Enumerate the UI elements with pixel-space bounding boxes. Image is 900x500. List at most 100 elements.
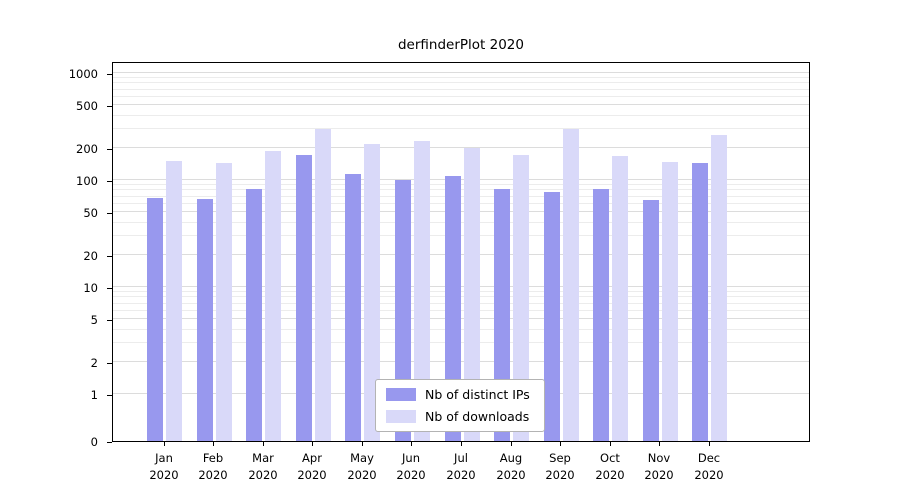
bar-distinct-ips (544, 192, 560, 441)
y-tick-mark (107, 213, 112, 215)
y-tick-label: 100 (76, 174, 98, 188)
y-tick-mark (107, 74, 112, 75)
y-tick-label: 50 (83, 206, 98, 221)
x-tick-label: Nov 2020 (644, 451, 674, 482)
x-tick-mark (560, 442, 561, 446)
y-tick-mark (107, 320, 112, 322)
y-gridline (113, 360, 809, 362)
x-tick-mark (659, 442, 660, 446)
y-tick-mark (107, 106, 112, 108)
bar-downloads (563, 129, 579, 441)
y-gridline-minor (113, 189, 809, 191)
x-tick-label: Aug 2020 (496, 451, 526, 482)
legend-item-distinct-ips: Nb of distinct IPs (386, 387, 530, 402)
y-tick-label: 500 (76, 99, 98, 114)
bar-downloads (315, 129, 331, 441)
bar-distinct-ips (395, 180, 411, 441)
bar-downloads (414, 141, 430, 441)
y-tick-mark (107, 148, 112, 150)
y-tick-label: 200 (76, 141, 98, 156)
y-gridline (113, 179, 809, 180)
y-tick-mark (107, 442, 112, 443)
y-gridline-minor (113, 76, 809, 78)
bar-downloads (166, 161, 182, 441)
bar-downloads (513, 155, 529, 441)
legend-swatch-downloads (386, 410, 416, 423)
y-tick-mark (107, 395, 112, 396)
y-tick-mark (107, 181, 112, 182)
y-tick-mark (107, 362, 112, 364)
y-tick-label: 1000 (68, 67, 98, 81)
x-tick-label: Jan 2020 (149, 451, 179, 482)
y-gridline (113, 72, 809, 73)
bar-distinct-ips (296, 155, 312, 441)
x-tick-label: Jul 2020 (446, 451, 476, 482)
y-gridline (113, 253, 809, 255)
x-tick-label: Mar 2020 (248, 451, 278, 482)
y-gridline-minor (113, 341, 809, 343)
legend-label-distinct-ips: Nb of distinct IPs (425, 387, 530, 402)
y-gridline-minor (113, 82, 809, 84)
bar-distinct-ips (445, 176, 461, 441)
bar-downloads (464, 148, 480, 441)
y-gridline-minor (113, 309, 809, 311)
bar-downloads (711, 135, 727, 441)
chart-title: derfinderPlot 2020 (397, 37, 524, 53)
x-tick-label: Oct 2020 (595, 451, 625, 482)
y-gridline (113, 146, 809, 148)
x-tick-label: May 2020 (347, 451, 377, 482)
x-tick-label: Sep 2020 (545, 451, 575, 482)
bar-distinct-ips (692, 163, 708, 441)
y-gridline-minor (113, 290, 809, 292)
y-gridline-minor (113, 202, 809, 204)
y-gridline-minor (113, 195, 809, 197)
y-gridline-minor (113, 127, 809, 129)
legend-swatch-distinct-ips (386, 388, 416, 401)
x-tick-mark (164, 442, 165, 446)
bar-distinct-ips (246, 189, 262, 441)
y-tick-label: 2 (90, 355, 98, 370)
y-gridline-minor (113, 114, 809, 116)
x-tick-mark (312, 442, 313, 446)
bar-downloads (662, 162, 678, 441)
legend-label-downloads: Nb of downloads (425, 409, 530, 424)
bar-distinct-ips (147, 198, 163, 441)
y-tick-mark (107, 288, 112, 289)
bar-distinct-ips (494, 189, 510, 441)
x-tick-mark (213, 442, 214, 446)
bar-distinct-ips (345, 174, 361, 441)
y-gridline-minor (113, 296, 809, 298)
x-tick-label: Dec 2020 (694, 451, 724, 482)
bar-distinct-ips (593, 189, 609, 441)
x-tick-mark (610, 442, 611, 446)
bar-distinct-ips (197, 199, 213, 441)
bar-distinct-ips (643, 200, 659, 441)
y-tick-mark (107, 255, 112, 257)
x-tick-mark (511, 442, 512, 446)
x-tick-mark (263, 442, 264, 446)
bar-downloads (216, 163, 232, 441)
x-tick-label: Feb 2020 (198, 451, 228, 482)
x-tick-mark (709, 442, 710, 446)
x-tick-mark (461, 442, 462, 446)
y-gridline-minor (113, 95, 809, 97)
y-tick-label: 10 (83, 281, 98, 295)
y-gridline (113, 286, 809, 287)
legend-item-downloads: Nb of downloads (386, 409, 530, 424)
bar-downloads (612, 156, 628, 441)
plot-area: Nb of distinct IPs Nb of downloads (112, 62, 810, 442)
y-gridline (113, 211, 809, 213)
x-tick-mark (411, 442, 412, 446)
bar-downloads (364, 144, 380, 441)
y-gridline (113, 318, 809, 320)
y-gridline-minor (113, 183, 809, 185)
y-tick-label: 5 (90, 313, 98, 328)
y-gridline-minor (113, 88, 809, 90)
y-gridline (113, 104, 809, 106)
bar-downloads (265, 151, 281, 441)
x-tick-mark (362, 442, 363, 446)
chart-legend: Nb of distinct IPs Nb of downloads (375, 379, 545, 432)
x-tick-label: Jun 2020 (396, 451, 426, 482)
y-tick-label: 0 (90, 435, 98, 449)
